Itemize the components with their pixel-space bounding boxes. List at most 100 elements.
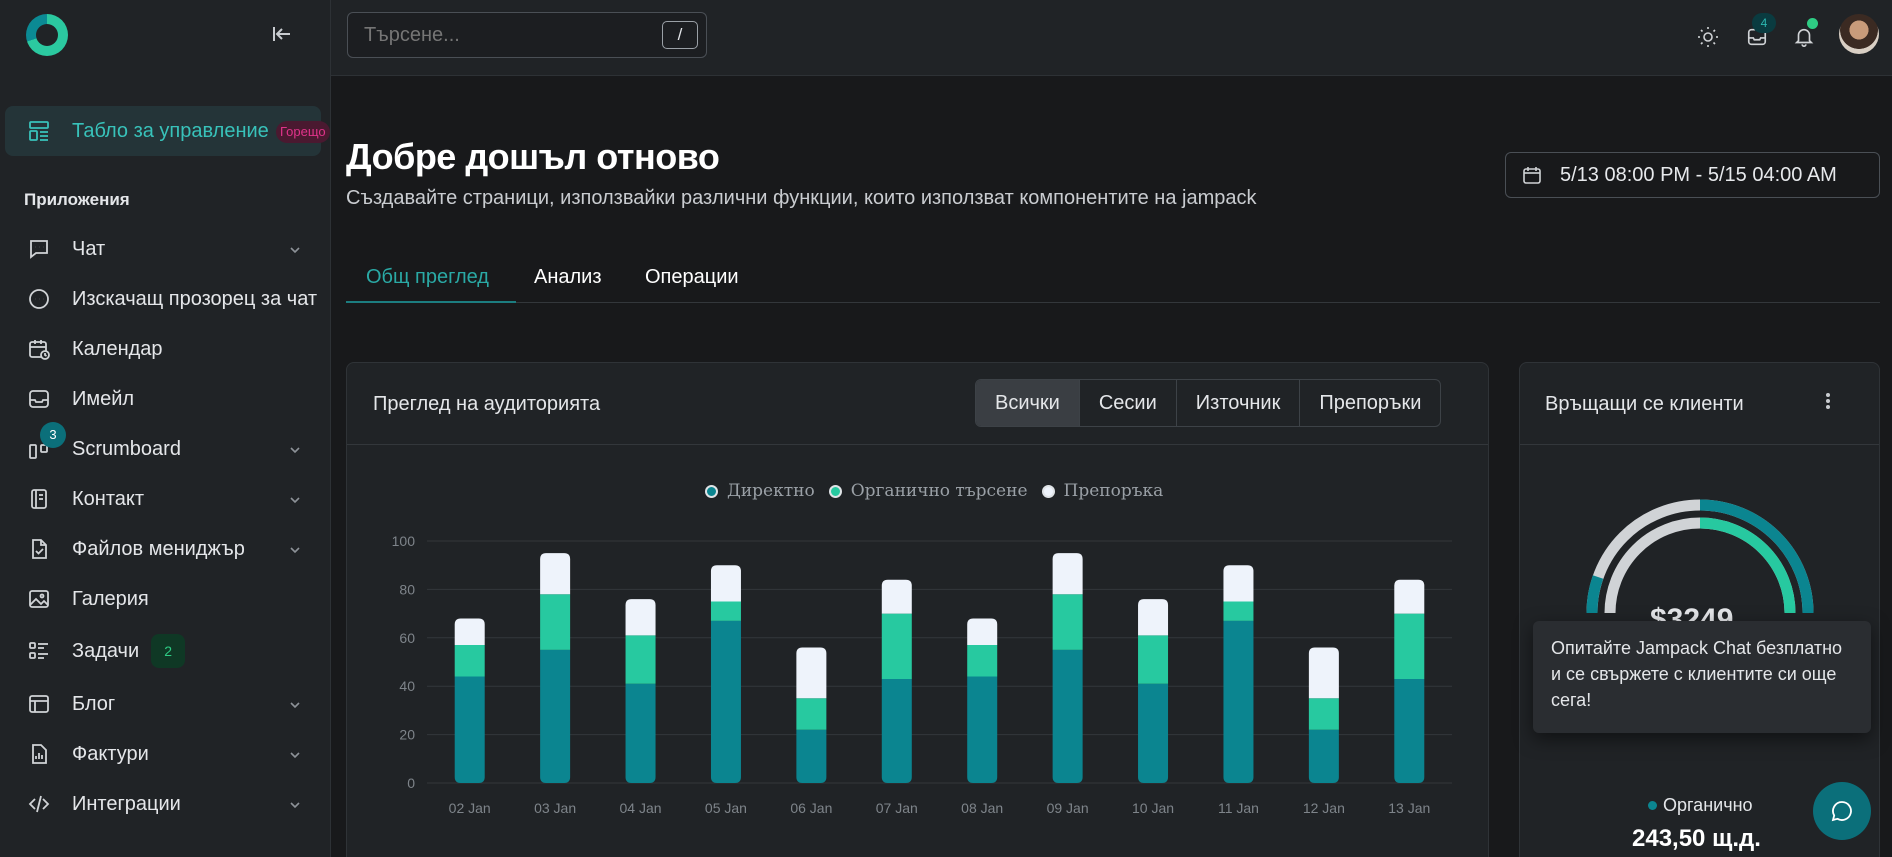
- bar-segment[interactable]: [1138, 683, 1169, 783]
- radial-gauge: [1586, 499, 1814, 614]
- bar-segment[interactable]: [1138, 635, 1169, 684]
- sidebar-item-file-manager[interactable]: Файлов мениджър: [24, 534, 324, 564]
- sidebar-item-contact[interactable]: Контакт: [24, 484, 324, 514]
- bar-segment[interactable]: [710, 620, 741, 783]
- sidebar-item-tasks[interactable]: Задачи 2: [24, 634, 324, 668]
- y-tick-label: 60: [399, 630, 415, 646]
- more-vertical-icon[interactable]: [1824, 391, 1832, 417]
- sidebar-item-blog[interactable]: Блог: [24, 689, 324, 719]
- search-box[interactable]: /: [347, 12, 707, 58]
- card-title: Преглед на аудиторията: [373, 393, 601, 415]
- x-tick-label: 03 Jan: [534, 800, 576, 816]
- bar-segment[interactable]: [796, 647, 827, 699]
- bar-segment[interactable]: [540, 553, 571, 595]
- sidebar-item-dashboard[interactable]: Табло за управление: [24, 116, 324, 146]
- bar-segment[interactable]: [881, 613, 912, 679]
- bar-segment[interactable]: [1308, 647, 1339, 699]
- bar-segment[interactable]: [1052, 553, 1083, 595]
- filter-source[interactable]: Източник: [1177, 380, 1301, 426]
- legend-item[interactable]: Препоръка: [1041, 481, 1163, 501]
- x-tick-label: 04 Jan: [620, 800, 662, 816]
- bar-segment[interactable]: [540, 594, 571, 650]
- bar-segment[interactable]: [1394, 613, 1425, 679]
- bar-segment[interactable]: [1308, 698, 1339, 730]
- sidebar-item-label: Интеграции: [72, 792, 181, 815]
- sidebar-item-chat-popup[interactable]: Изскачащ прозорец за чат: [24, 284, 324, 314]
- sidebar-active-bg: [5, 106, 321, 156]
- bar-segment[interactable]: [540, 649, 571, 783]
- bar-segment[interactable]: [881, 678, 912, 783]
- sidebar-item-invoices[interactable]: Фактури: [24, 739, 324, 769]
- brand-logo[interactable]: [26, 14, 68, 56]
- sidebar-item-label: Блог: [72, 692, 116, 715]
- bar-segment[interactable]: [625, 599, 656, 636]
- x-tick-label: 05 Jan: [705, 800, 747, 816]
- bar-segment[interactable]: [796, 729, 827, 783]
- sidebar-item-chat[interactable]: Чат: [24, 234, 324, 264]
- bar-segment[interactable]: [796, 698, 827, 730]
- task-list-icon: [24, 638, 54, 664]
- sidebar-item-label: Фактури: [72, 742, 149, 765]
- bar-segment[interactable]: [454, 645, 485, 677]
- bar-segment[interactable]: [1052, 649, 1083, 783]
- theme-toggle-sun-icon[interactable]: [1693, 22, 1723, 52]
- tab-overview[interactable]: Общ преглед: [366, 266, 489, 288]
- code-icon: [24, 791, 54, 817]
- filter-referrals[interactable]: Препоръки: [1319, 392, 1422, 414]
- dashboard-icon: [24, 118, 54, 144]
- sidebar-item-scrumboard[interactable]: Scrumboard: [24, 434, 324, 464]
- chevron-down-icon: [288, 695, 302, 718]
- x-tick-label: 06 Jan: [790, 800, 832, 816]
- bar-segment[interactable]: [625, 683, 656, 783]
- bar-segment[interactable]: [1394, 579, 1425, 614]
- bar-segment[interactable]: [1223, 565, 1254, 602]
- sidebar-item-integrations[interactable]: Интеграции: [24, 789, 324, 819]
- chat-fab-button[interactable]: [1813, 782, 1871, 840]
- sidebar-item-calendar[interactable]: Календар: [24, 334, 324, 364]
- bar-segment[interactable]: [625, 635, 656, 684]
- bell-icon[interactable]: [1789, 22, 1819, 52]
- bar-segment[interactable]: [454, 676, 485, 783]
- legend-item[interactable]: Органично търсене: [828, 481, 1028, 501]
- calendar-icon: [24, 336, 54, 362]
- search-input[interactable]: [364, 24, 644, 47]
- tab-analysis[interactable]: Анализ: [534, 266, 602, 288]
- divider: [347, 444, 1488, 445]
- sidebar-item-gallery[interactable]: Галерия: [24, 584, 324, 614]
- bar-segment[interactable]: [710, 565, 741, 602]
- filter-all[interactable]: Всички: [976, 380, 1080, 426]
- bar-segment[interactable]: [454, 618, 485, 646]
- y-tick-label: 80: [399, 581, 415, 597]
- sidebar-item-label: Галерия: [72, 587, 149, 610]
- bar-segment[interactable]: [967, 618, 998, 646]
- bar-segment[interactable]: [967, 645, 998, 677]
- sidebar: Табло за управление Горещо Приложения Ча…: [0, 0, 331, 857]
- legend-item[interactable]: Директно: [705, 481, 815, 501]
- browser-window-icon: [24, 691, 54, 717]
- bar-segment[interactable]: [1052, 594, 1083, 650]
- bar-segment[interactable]: [1394, 678, 1425, 783]
- bar-segment[interactable]: [710, 601, 741, 621]
- page-subtitle: Създавайте страници, използвайки различн…: [346, 187, 1257, 209]
- bar-segment[interactable]: [1308, 729, 1339, 783]
- gauge-inner-track: [1604, 517, 1796, 614]
- active-tab-indicator: [346, 301, 516, 303]
- x-tick-label: 12 Jan: [1303, 800, 1345, 816]
- filter-sessions[interactable]: Сесии: [1080, 380, 1177, 426]
- bar-segment[interactable]: [967, 676, 998, 783]
- bar-segment[interactable]: [881, 579, 912, 614]
- organic-value: 243,50 щ.д.: [1632, 825, 1761, 852]
- bar-segment[interactable]: [1138, 599, 1169, 636]
- sidebar-item-label: Задачи: [72, 639, 140, 662]
- bar-segment[interactable]: [1223, 601, 1254, 621]
- topbar: / 4: [331, 0, 1892, 76]
- sidebar-item-email[interactable]: Имейл: [24, 384, 324, 414]
- gauge-outer-arc-start: [1586, 575, 1604, 614]
- date-range-picker[interactable]: 5/13 08:00 PM - 5/15 04:00 AM: [1505, 152, 1880, 198]
- collapse-sidebar-icon[interactable]: [270, 22, 294, 46]
- bar-segment[interactable]: [1223, 620, 1254, 783]
- user-avatar[interactable]: [1839, 14, 1879, 54]
- calendar-icon: [1522, 165, 1542, 185]
- tab-operations[interactable]: Операции: [645, 266, 739, 288]
- search-shortcut-key: /: [662, 21, 698, 49]
